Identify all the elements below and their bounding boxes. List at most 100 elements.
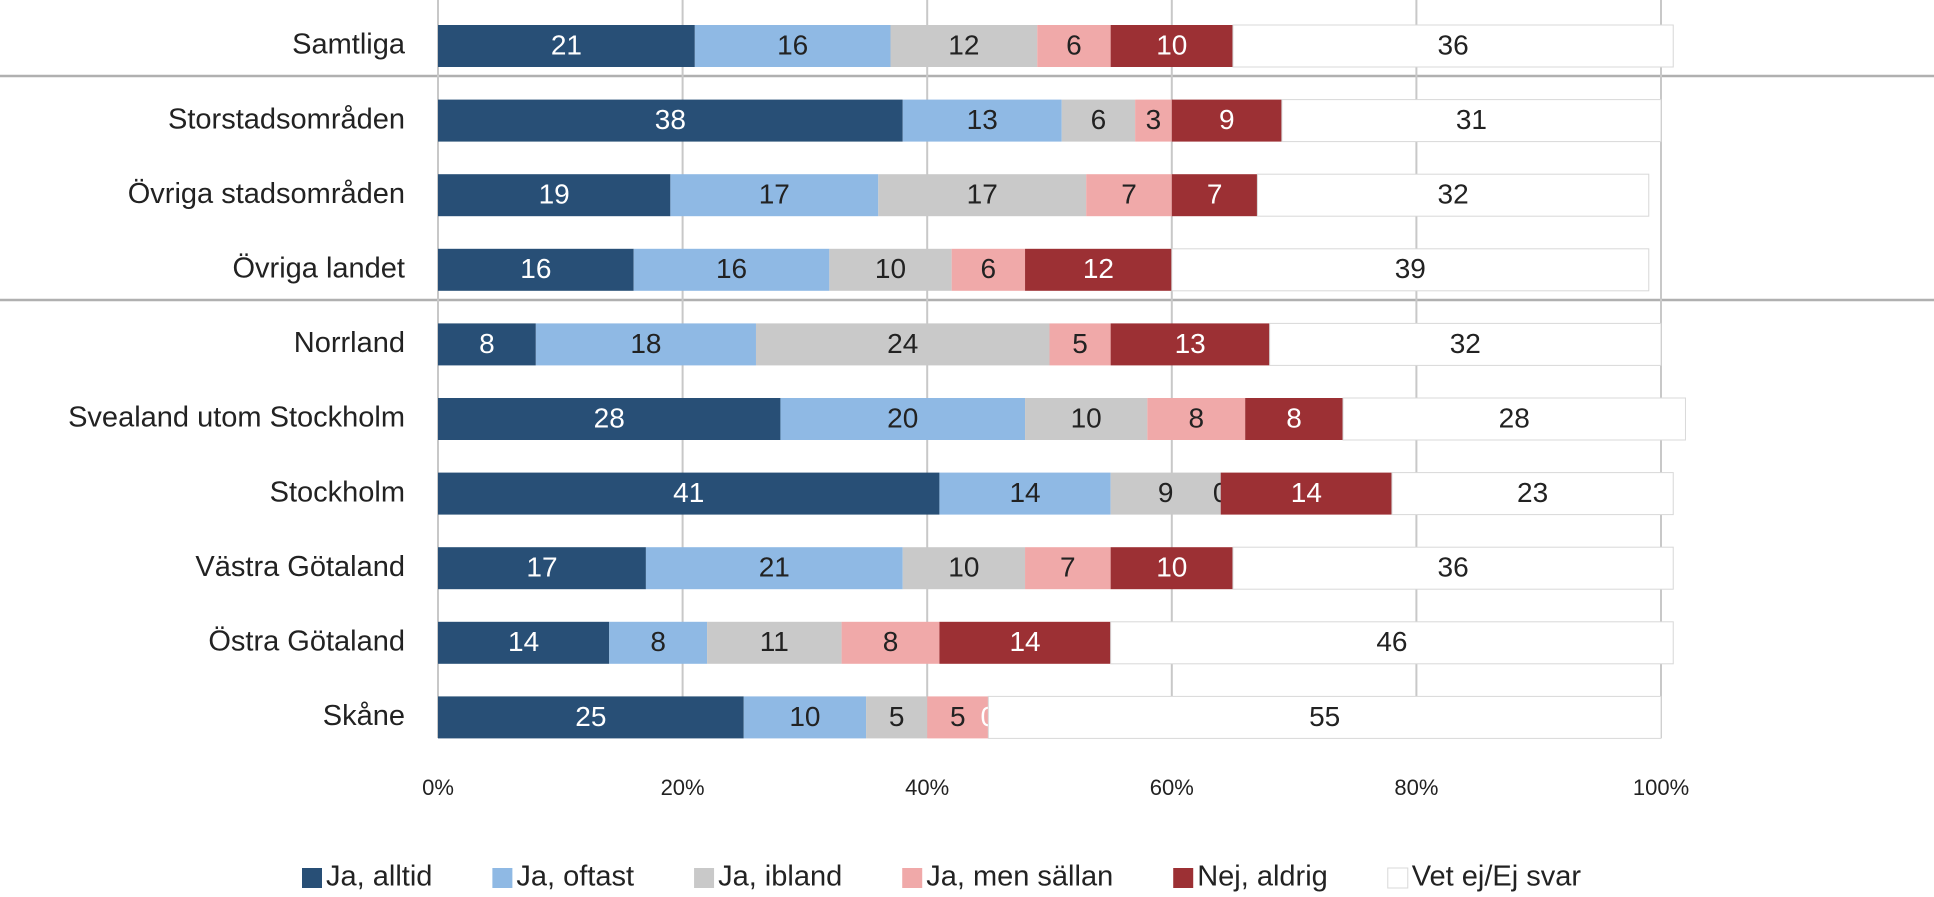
bar-segment: [438, 696, 744, 739]
bar-segment: [438, 398, 781, 440]
bar-segment: [1232, 24, 1674, 68]
bar-segment: [609, 621, 708, 664]
data-label: 8: [1286, 402, 1302, 433]
bar-segment: [438, 99, 903, 142]
bar-segment: [841, 621, 940, 664]
bar-segment: [939, 621, 1111, 664]
data-label: 32: [1450, 328, 1481, 359]
data-label: 36: [1438, 552, 1469, 583]
bar-segment: [1256, 173, 1650, 217]
data-label: 38: [655, 104, 686, 135]
bar-segment: [902, 547, 1026, 590]
data-label: 16: [520, 253, 551, 284]
bar-segment: [866, 696, 928, 739]
bar-segment: [1171, 248, 1650, 292]
data-label: 55: [1309, 701, 1340, 732]
data-label: 9: [1219, 104, 1235, 135]
data-label: 32: [1438, 179, 1469, 210]
data-label: 28: [594, 402, 625, 433]
bar-segment: [670, 174, 879, 217]
data-label: 20: [887, 402, 918, 433]
data-label: 46: [1376, 626, 1407, 657]
bar-segment: [1061, 99, 1136, 142]
data-label: 14: [508, 626, 539, 657]
x-tick-label: 60%: [1150, 775, 1194, 800]
data-label: 31: [1456, 104, 1487, 135]
bar-segment: [1110, 472, 1221, 515]
data-label: 5: [889, 701, 905, 732]
data-label: 23: [1517, 477, 1548, 508]
bar-segment: [878, 174, 1087, 217]
legend-swatch: [1387, 867, 1409, 889]
bar-segment: [1135, 99, 1172, 142]
legend-label: Ja, ibland: [718, 861, 842, 893]
data-label: 25: [575, 701, 606, 732]
category-label: Östra Götaland: [208, 625, 405, 657]
data-label: 14: [1291, 477, 1322, 508]
bar-segment: [1171, 174, 1258, 217]
legend-swatch: [302, 868, 322, 888]
data-label: 6: [1066, 29, 1082, 60]
category-label: Skåne: [323, 700, 405, 732]
data-label: 6: [1091, 104, 1107, 135]
data-label: 5: [950, 701, 966, 732]
bar-segment: [438, 248, 634, 291]
bar-segment: [1232, 546, 1674, 590]
legend-swatch: [694, 868, 715, 888]
data-label: 8: [650, 626, 666, 657]
data-label: 12: [948, 29, 979, 60]
bar-segment: [1147, 398, 1246, 440]
bar-segment: [645, 547, 903, 590]
data-label: 17: [759, 179, 790, 210]
bar-segment: [780, 398, 1026, 440]
category-label: Västra Götaland: [195, 551, 405, 583]
data-label: 10: [948, 552, 979, 583]
x-tick-label: 80%: [1394, 775, 1438, 800]
legend-swatch: [492, 868, 513, 888]
bar-segment: [535, 323, 756, 366]
legend-swatch: [1173, 868, 1194, 888]
category-label: Stockholm: [270, 476, 405, 508]
data-label: 21: [551, 29, 582, 60]
data-label: 7: [1121, 179, 1137, 210]
bar-segment: [927, 696, 989, 739]
category-label: Svealand utom Stockholm: [68, 402, 405, 434]
legend-label: Nej, aldrig: [1197, 861, 1328, 893]
data-label: 10: [875, 253, 906, 284]
data-label: 36: [1438, 29, 1469, 60]
bar-segment: [829, 248, 952, 291]
bar-segment: [1110, 25, 1233, 67]
bar-segment: [1025, 248, 1172, 291]
legend-label: Ja, alltid: [326, 861, 432, 893]
legend-label: Ja, oftast: [516, 861, 634, 893]
x-tick-label: 20%: [661, 775, 705, 800]
x-tick-label: 0%: [422, 775, 454, 800]
bar-segment: [1086, 174, 1172, 217]
bar-segment: [438, 323, 536, 366]
data-label: 11: [760, 626, 789, 657]
data-label: 17: [967, 179, 998, 210]
data-label: 9: [1158, 477, 1174, 508]
bar-segment: [438, 472, 940, 515]
bar-segment: [890, 25, 1038, 67]
bar-segment: [1110, 547, 1233, 590]
data-label: 24: [887, 328, 918, 359]
bar-segment: [1110, 621, 1674, 665]
bar-segment: [438, 174, 671, 217]
category-label: Storstadsområden: [168, 103, 405, 135]
data-label: 8: [479, 328, 495, 359]
bar-segment: [438, 621, 610, 664]
bar-segment: [1025, 547, 1111, 590]
legend-label: Vet ej/Ej svar: [1412, 861, 1582, 893]
bar-segment: [1171, 99, 1282, 142]
category-label: Samtliga: [292, 29, 406, 61]
bar-segment: [939, 472, 1111, 515]
bar-segment: [1281, 99, 1662, 143]
bar-segment: [438, 547, 646, 590]
legend-swatch: [902, 868, 923, 888]
bar-segment: [1110, 323, 1270, 366]
data-label: 18: [630, 328, 661, 359]
bar-segment: [1342, 397, 1686, 441]
bar-segment: [1049, 323, 1111, 366]
